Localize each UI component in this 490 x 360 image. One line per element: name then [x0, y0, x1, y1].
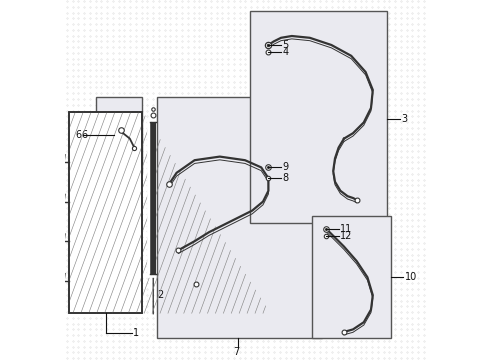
Bar [69, 112, 143, 313]
Text: 10: 10 [404, 272, 416, 282]
Bar [96, 97, 143, 173]
Text: 2: 2 [157, 290, 163, 300]
Text: 6: 6 [81, 130, 87, 140]
Bar [312, 216, 391, 338]
Bar [157, 97, 322, 338]
Text: 1: 1 [133, 328, 140, 338]
Text: 7: 7 [233, 347, 240, 357]
Bar [250, 11, 387, 223]
Text: 4: 4 [282, 47, 288, 57]
Text: 6: 6 [75, 130, 81, 140]
Text: 8: 8 [282, 173, 288, 183]
Text: 5: 5 [282, 40, 288, 50]
Bar [69, 112, 143, 313]
Text: 9: 9 [282, 162, 288, 172]
Text: 11: 11 [340, 224, 352, 234]
Text: 12: 12 [340, 231, 352, 241]
Text: 3: 3 [401, 114, 407, 124]
